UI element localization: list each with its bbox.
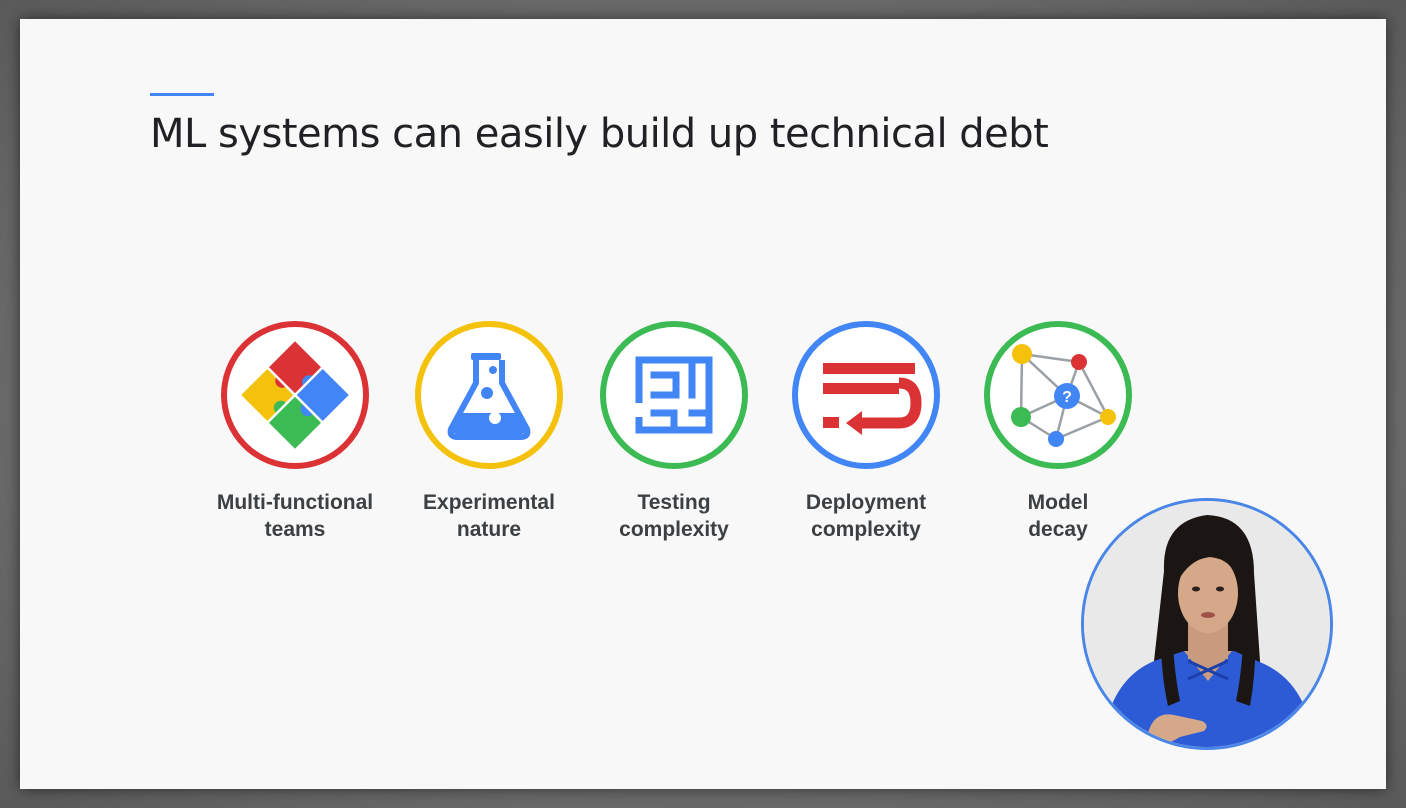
flask-icon [415,321,563,469]
item-label-line2: decay [1028,518,1088,541]
item-label-line1: Model [1027,491,1089,514]
presenter-avatar [1084,501,1330,747]
item-label: Testing complexity [576,489,772,543]
item-label-line2: complexity [811,518,921,541]
puzzle-icon [221,321,369,469]
item-label: Model decay [960,489,1156,543]
item-multi-functional-teams: Multi-functional teams [197,319,393,559]
item-label-line2: complexity [619,518,729,541]
item-label-line1: Testing [637,491,711,514]
item-label: Multi-functional teams [197,489,393,543]
title-accent-rule [150,93,214,96]
presenter-video [1081,498,1333,750]
rollback-road-icon [792,321,940,469]
item-label-line1: Multi-functional [216,491,374,514]
item-experimental-nature: Experimental nature [391,319,587,559]
item-model-decay: ? Model decay [960,319,1156,559]
item-label-line2: teams [264,518,326,541]
slide: ML systems can easily build up technical… [20,19,1386,789]
network-question-icon: ? [984,321,1132,469]
item-label: Experimental nature [391,489,587,543]
item-label-line1: Experimental [423,491,555,514]
item-testing-complexity: Testing complexity [576,319,772,559]
svg-text:?: ? [1062,389,1072,406]
item-deployment-complexity: Deployment complexity [768,319,964,559]
item-label-line1: Deployment [805,491,927,514]
slide-title: ML systems can easily build up technical… [150,111,1049,157]
item-label-line2: nature [456,518,522,541]
item-label: Deployment complexity [768,489,964,543]
maze-icon [600,321,748,469]
